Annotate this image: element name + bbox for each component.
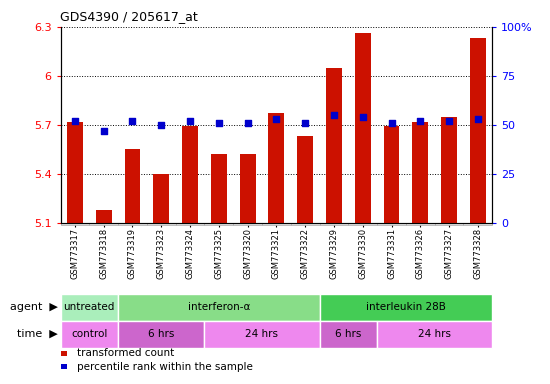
Bar: [406, 223, 434, 225]
Text: GDS4390 / 205617_at: GDS4390 / 205617_at: [60, 10, 198, 23]
Bar: [348, 223, 377, 225]
Bar: [297, 136, 313, 223]
Bar: [240, 154, 256, 223]
Point: [387, 120, 396, 126]
Bar: [320, 321, 377, 348]
Text: 6 hrs: 6 hrs: [335, 329, 361, 339]
Point: [128, 118, 137, 124]
Point: [474, 116, 482, 122]
Bar: [470, 38, 486, 223]
Bar: [205, 223, 233, 225]
Point: [359, 114, 367, 120]
Bar: [118, 321, 205, 348]
Bar: [412, 121, 428, 223]
Point: [99, 127, 108, 134]
Point: [272, 116, 280, 122]
Text: agent  ▶: agent ▶: [10, 302, 58, 312]
Text: untreated: untreated: [64, 302, 115, 312]
Bar: [96, 210, 112, 223]
Point: [416, 118, 425, 124]
Bar: [377, 321, 492, 348]
Text: 24 hrs: 24 hrs: [245, 329, 278, 339]
Bar: [320, 294, 492, 321]
Text: time  ▶: time ▶: [17, 329, 58, 339]
Bar: [262, 223, 291, 225]
Text: control: control: [71, 329, 107, 339]
Bar: [124, 149, 140, 223]
Point: [444, 118, 453, 124]
Point: [329, 112, 338, 118]
Bar: [60, 294, 118, 321]
Text: percentile rank within the sample: percentile rank within the sample: [77, 362, 253, 372]
Text: interferon-α: interferon-α: [188, 302, 250, 312]
Bar: [60, 321, 118, 348]
Bar: [464, 223, 492, 225]
Point: [157, 122, 166, 128]
Text: 24 hrs: 24 hrs: [418, 329, 451, 339]
Point: [243, 120, 252, 126]
Bar: [326, 68, 342, 223]
Bar: [441, 117, 457, 223]
Bar: [60, 223, 89, 225]
Bar: [291, 223, 320, 225]
Bar: [153, 174, 169, 223]
Bar: [268, 113, 284, 223]
Bar: [118, 223, 147, 225]
Text: 6 hrs: 6 hrs: [148, 329, 174, 339]
Bar: [182, 126, 198, 223]
Bar: [118, 294, 320, 321]
Bar: [233, 223, 262, 225]
Bar: [67, 121, 83, 223]
Bar: [355, 33, 371, 223]
Point: [301, 120, 310, 126]
Point: [185, 118, 195, 124]
Bar: [383, 126, 399, 223]
Bar: [89, 223, 118, 225]
Bar: [211, 154, 227, 223]
Bar: [434, 223, 464, 225]
Bar: [147, 223, 175, 225]
Point: [70, 118, 79, 124]
Text: interleukin 28B: interleukin 28B: [366, 302, 446, 312]
Bar: [377, 223, 406, 225]
Bar: [175, 223, 205, 225]
Text: transformed count: transformed count: [77, 348, 174, 358]
Point: [214, 120, 223, 126]
Bar: [320, 223, 348, 225]
Bar: [205, 321, 320, 348]
